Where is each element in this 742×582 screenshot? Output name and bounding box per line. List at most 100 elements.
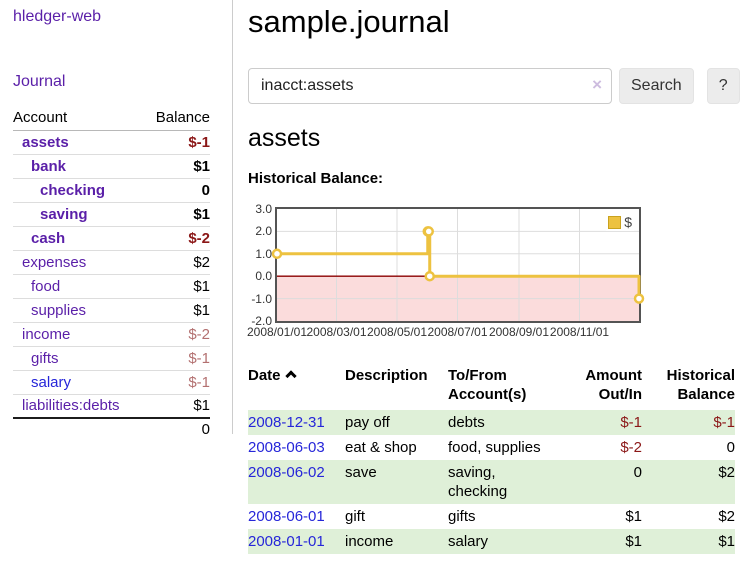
transaction-date-link[interactable]: 2008-06-02 bbox=[248, 464, 325, 481]
register-description: eat & shop bbox=[345, 439, 417, 456]
sidebar-account-link[interactable]: income bbox=[22, 325, 71, 343]
accounts-total-spacer bbox=[13, 417, 144, 440]
account-balance: $-2 bbox=[143, 226, 210, 251]
sidebar: hledger-web Journal Account Balance asse… bbox=[0, 0, 233, 440]
register-description: save bbox=[345, 464, 377, 481]
sidebar-account-link[interactable]: liabilities:debts bbox=[22, 397, 120, 415]
register-row: 2008-06-01 gift gifts $1 $2 bbox=[248, 504, 735, 529]
sidebar-account-link[interactable]: checking bbox=[40, 181, 106, 199]
transaction-date-link[interactable]: 2008-12-31 bbox=[248, 414, 325, 431]
register-amount: 0 bbox=[633, 464, 642, 481]
y-tick-label: -2.0 bbox=[251, 314, 272, 328]
sidebar-item-journal[interactable]: Journal bbox=[13, 73, 66, 90]
page-title: sample.journal bbox=[248, 4, 450, 39]
sidebar-account-link[interactable]: salary bbox=[31, 373, 72, 391]
transaction-date-link[interactable]: 2008-01-01 bbox=[248, 533, 325, 550]
sidebar-nav: Journal bbox=[13, 72, 232, 92]
sidebar-account-link[interactable]: bank bbox=[31, 157, 67, 175]
y-tick-label: 1.0 bbox=[255, 246, 272, 261]
register-amount: $1 bbox=[625, 508, 642, 525]
x-tick-label: 2008/05/01 bbox=[366, 325, 428, 339]
x-tick-label: 2008/11/01 bbox=[549, 325, 610, 339]
y-tick-label: 3.0 bbox=[255, 202, 272, 216]
accounts-header-balance: Balance bbox=[143, 106, 210, 131]
series-label: $ bbox=[624, 214, 632, 230]
account-name-cell: gifts bbox=[13, 346, 144, 371]
register-description: income bbox=[345, 533, 394, 550]
search-button[interactable]: Search bbox=[619, 68, 694, 104]
sidebar-account-link[interactable]: saving bbox=[40, 205, 88, 223]
account-balance: $-1 bbox=[143, 130, 210, 155]
account-balance: $1 bbox=[143, 394, 210, 419]
register-date-cell: 2008-06-03 bbox=[248, 435, 345, 460]
register-description: pay off bbox=[345, 414, 390, 431]
search-input[interactable] bbox=[248, 68, 612, 104]
register-balance: $2 bbox=[718, 508, 735, 525]
sidebar-account-link[interactable]: expenses bbox=[22, 253, 87, 271]
app-brand-link[interactable]: hledger-web bbox=[13, 8, 102, 25]
register-header-date[interactable]: Date bbox=[248, 364, 345, 410]
accounts-total-row: 0 bbox=[13, 417, 210, 440]
y-tick-label: 2.0 bbox=[255, 224, 272, 239]
y-tick-label: 0.0 bbox=[255, 269, 272, 284]
account-name-cell: cash bbox=[13, 226, 144, 251]
register-accounts: debts bbox=[448, 414, 485, 431]
register-amount: $-2 bbox=[620, 439, 642, 456]
account-row: expenses $2 bbox=[13, 250, 210, 275]
account-name-cell: bank bbox=[13, 154, 144, 179]
account-name-cell: expenses bbox=[13, 250, 144, 275]
account-row: assets $-1 bbox=[13, 130, 210, 155]
account-row: food $1 bbox=[13, 274, 210, 299]
register-row: 2008-06-03 eat & shop food, supplies $-2 0 bbox=[248, 435, 735, 460]
account-name-cell: salary bbox=[13, 370, 144, 395]
account-row: bank $1 bbox=[13, 154, 210, 179]
series-swatch-icon bbox=[608, 215, 622, 229]
register-header-balance: Historical Balance bbox=[666, 367, 735, 403]
x-tick-label: 2008/01/01 bbox=[246, 325, 308, 339]
register-accounts: saving, checking bbox=[448, 464, 508, 500]
register-date-cell: 2008-01-01 bbox=[248, 529, 345, 554]
sidebar-account-link[interactable]: supplies bbox=[31, 301, 87, 319]
search-input-wrap: × bbox=[248, 68, 612, 104]
register-balance: $1 bbox=[718, 533, 735, 550]
transaction-date-link[interactable]: 2008-06-01 bbox=[248, 508, 325, 525]
register-header-description: Description bbox=[345, 367, 428, 384]
register-date-cell: 2008-06-02 bbox=[248, 460, 345, 504]
register-accounts: food, supplies bbox=[448, 439, 541, 456]
sidebar-account-link[interactable]: cash bbox=[31, 229, 66, 247]
register-balance: 0 bbox=[726, 439, 735, 456]
clear-search-icon[interactable]: × bbox=[592, 75, 602, 94]
register-description: gift bbox=[345, 508, 366, 525]
account-name-cell: food bbox=[13, 274, 144, 299]
account-row: saving $1 bbox=[13, 202, 210, 227]
account-name-cell: assets bbox=[13, 130, 144, 155]
x-tick-label: 2008/09/01 bbox=[488, 325, 550, 339]
account-balance: $1 bbox=[143, 154, 210, 179]
accounts-table: Account Balance assets $-1 bank $1 checking 0… bbox=[13, 106, 210, 440]
transaction-date-link[interactable]: 2008-06-03 bbox=[248, 439, 325, 456]
main-content: sample.journal × Search ? assets Histori… bbox=[233, 0, 742, 582]
sidebar-account-link[interactable]: food bbox=[31, 277, 61, 295]
register-date-cell: 2008-12-31 bbox=[248, 410, 345, 435]
account-row: liabilities:debts $1 bbox=[13, 394, 210, 419]
register-balance: $2 bbox=[718, 464, 735, 481]
account-row: gifts $-1 bbox=[13, 346, 210, 371]
account-balance: $1 bbox=[143, 298, 210, 323]
register-rows: 2008-12-31 pay off debts $-1 $-1 2008-06-03 ea… bbox=[248, 410, 735, 554]
help-button[interactable]: ? bbox=[706, 68, 740, 104]
register-balance: $-1 bbox=[713, 414, 735, 431]
account-balance: $-1 bbox=[143, 370, 210, 395]
account-balance: $2 bbox=[143, 250, 210, 275]
balance-chart-plot[interactable]: $ bbox=[271, 207, 645, 323]
sidebar-account-link[interactable]: assets bbox=[22, 133, 69, 151]
account-name-cell: supplies bbox=[13, 298, 144, 323]
account-name-cell: checking bbox=[13, 178, 144, 203]
y-tick-label: -1.0 bbox=[251, 291, 272, 306]
account-row: supplies $1 bbox=[13, 298, 210, 323]
register-date-cell: 2008-06-01 bbox=[248, 504, 345, 529]
accounts-header-account: Account bbox=[13, 106, 144, 131]
x-tick-label: 2008/03/01 bbox=[306, 325, 367, 339]
date-header-label: Date bbox=[248, 367, 281, 384]
chart-legend: $ bbox=[606, 213, 634, 231]
sidebar-account-link[interactable]: gifts bbox=[31, 349, 59, 367]
